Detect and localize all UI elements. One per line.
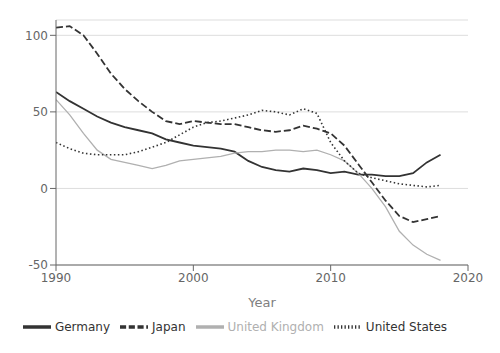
svg-text:Year: Year (247, 295, 276, 310)
svg-text:2010: 2010 (315, 271, 346, 285)
html-text:Germany: Germany (54, 319, 110, 334)
svg-text:1990: 1990 (41, 271, 72, 285)
html-text:Japan: Japan (152, 319, 186, 334)
svg-text:-50: -50 (28, 258, 48, 272)
svg-text:2020: 2020 (453, 271, 484, 285)
html-text:United Kingdom: United Kingdom (227, 319, 324, 334)
svg-text:2000: 2000 (178, 271, 209, 285)
svg-text:100: 100 (25, 29, 48, 43)
html-text:United States: United States (365, 319, 448, 334)
svg-text:0: 0 (40, 182, 48, 196)
svg-text:50: 50 (33, 105, 48, 119)
